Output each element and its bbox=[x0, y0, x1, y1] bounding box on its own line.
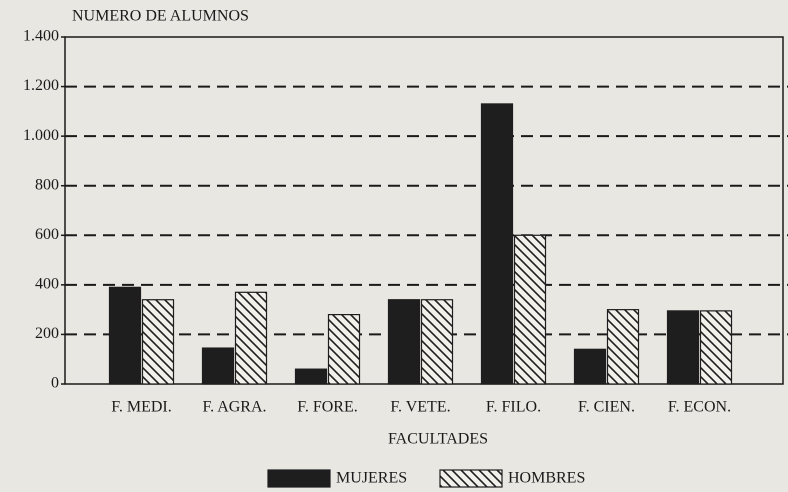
y-tick-label: 800 bbox=[35, 176, 59, 193]
y-tick-label: 200 bbox=[35, 325, 59, 342]
bar bbox=[201, 347, 235, 385]
x-tick-label: F. FILO. bbox=[486, 399, 541, 416]
y-tick-label: 600 bbox=[35, 226, 59, 243]
bar bbox=[699, 310, 733, 385]
bar bbox=[234, 291, 268, 385]
y-tick-label: 400 bbox=[35, 276, 59, 293]
x-tick-label: F. AGRA. bbox=[202, 399, 266, 416]
bar bbox=[141, 299, 175, 385]
x-tick-label: F. CIEN. bbox=[578, 399, 635, 416]
x-tick-label: F. ECON. bbox=[668, 399, 731, 416]
legend-label: HOMBRES bbox=[508, 470, 585, 487]
bar bbox=[666, 310, 700, 385]
bar bbox=[513, 234, 547, 385]
bar bbox=[327, 314, 361, 385]
y-tick-label: 1.200 bbox=[23, 77, 59, 94]
x-tick-label: F. MEDI. bbox=[111, 399, 172, 416]
bar bbox=[108, 286, 142, 385]
x-axis-label: FACULTADES bbox=[388, 431, 488, 448]
y-tick-label: 0 bbox=[51, 375, 59, 392]
legend-label: MUJERES bbox=[336, 470, 407, 487]
bar bbox=[573, 348, 607, 385]
legend-swatch bbox=[267, 469, 331, 488]
legend-swatch bbox=[439, 469, 503, 488]
bar bbox=[606, 309, 640, 385]
y-tick-label: 1.400 bbox=[23, 28, 59, 45]
bar bbox=[387, 299, 421, 385]
bar bbox=[294, 368, 328, 385]
x-tick-label: F. VETE. bbox=[390, 399, 450, 416]
bar bbox=[420, 299, 454, 385]
x-tick-label: F. FORE. bbox=[297, 399, 358, 416]
chart-title: NUMERO DE ALUMNOS bbox=[72, 8, 249, 25]
bar bbox=[480, 103, 514, 385]
y-tick-label: 1.000 bbox=[23, 127, 59, 144]
